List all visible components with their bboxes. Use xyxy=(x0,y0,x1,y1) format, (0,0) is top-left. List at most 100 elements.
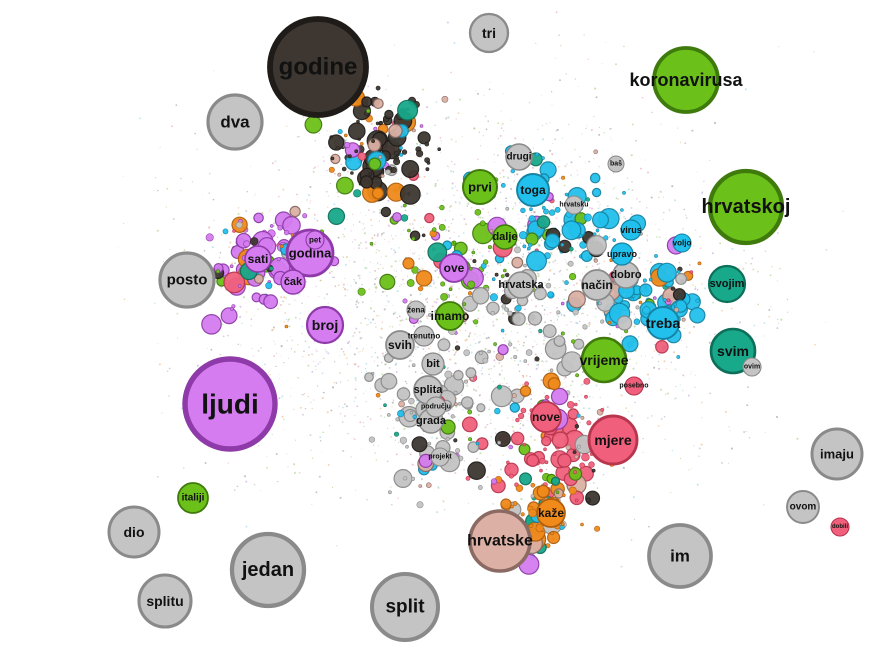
noise-dot xyxy=(680,116,682,118)
noise-dot xyxy=(594,87,597,90)
noise-dot xyxy=(325,350,328,353)
noise-dot xyxy=(365,267,368,270)
noise-dot xyxy=(412,356,414,357)
noise-dot xyxy=(518,220,519,222)
noise-dot xyxy=(479,252,481,254)
node-posto: posto xyxy=(158,251,216,309)
node-label: hrvatska xyxy=(498,279,544,291)
noise-dot xyxy=(360,322,362,324)
noise-dot xyxy=(399,285,401,287)
noise-dot xyxy=(371,237,374,240)
noise-dot xyxy=(746,430,748,432)
noise-dot xyxy=(553,286,556,289)
small-node xyxy=(500,282,505,287)
noise-dot xyxy=(449,206,451,208)
noise-dot xyxy=(356,299,358,301)
small-node xyxy=(655,339,669,354)
noise-dot xyxy=(701,401,703,404)
noise-dot xyxy=(282,300,284,303)
noise-dot xyxy=(478,340,481,343)
noise-dot xyxy=(426,301,429,304)
node-toga: toga xyxy=(516,173,550,207)
noise-dot xyxy=(514,137,517,140)
noise-dot xyxy=(344,139,348,142)
noise-dot xyxy=(447,412,450,415)
small-node xyxy=(302,213,308,219)
node-circle xyxy=(505,143,533,171)
noise-dot xyxy=(422,486,424,488)
noise-dot xyxy=(440,285,442,287)
small-node xyxy=(539,468,543,473)
noise-dot xyxy=(439,137,442,139)
noise-dot xyxy=(499,383,501,386)
noise-dot xyxy=(362,161,363,163)
noise-dot xyxy=(426,106,429,109)
noise-dot xyxy=(390,265,393,268)
noise-dot xyxy=(366,498,368,501)
noise-dot xyxy=(436,269,439,271)
noise-dot xyxy=(213,70,215,72)
small-node xyxy=(467,409,473,415)
small-node xyxy=(448,287,453,292)
small-node xyxy=(399,183,421,205)
noise-dot xyxy=(455,420,457,422)
noise-dot xyxy=(589,192,591,194)
small-node xyxy=(543,447,547,452)
small-node xyxy=(454,402,458,407)
noise-dot xyxy=(325,190,328,193)
noise-dot xyxy=(297,376,299,379)
noise-dot xyxy=(757,270,759,273)
noise-dot xyxy=(369,387,371,389)
noise-dot xyxy=(241,322,243,325)
noise-dot xyxy=(533,438,536,442)
small-node xyxy=(547,377,561,391)
noise-dot xyxy=(674,397,677,400)
small-node xyxy=(541,435,552,447)
noise-dot xyxy=(429,436,431,438)
noise-dot xyxy=(349,345,352,347)
noise-dot xyxy=(176,337,179,339)
noise-dot xyxy=(467,335,470,338)
node-label: godina xyxy=(289,246,332,261)
noise-dot xyxy=(479,452,482,455)
small-node xyxy=(284,230,290,236)
noise-dot xyxy=(392,312,395,315)
small-node xyxy=(392,212,403,223)
node-dobili: dobili xyxy=(830,517,850,537)
noise-dot xyxy=(358,244,361,247)
noise-dot xyxy=(437,276,440,279)
small-node xyxy=(368,436,376,443)
small-node xyxy=(477,485,483,490)
noise-dot xyxy=(313,167,315,170)
noise-dot xyxy=(551,104,553,106)
noise-dot xyxy=(267,228,269,230)
node-circle xyxy=(370,572,440,642)
noise-dot xyxy=(724,410,727,413)
noise-dot xyxy=(736,322,738,325)
node-dio: dio xyxy=(107,505,161,559)
noise-dot xyxy=(658,229,660,230)
noise-dot xyxy=(406,383,408,385)
noise-dot xyxy=(412,273,415,276)
noise-dot xyxy=(549,269,552,272)
node-label: svojim xyxy=(710,278,745,290)
noise-dot xyxy=(154,177,156,179)
noise-dot xyxy=(434,184,437,188)
noise-dot xyxy=(327,302,329,304)
noise-dot xyxy=(180,177,182,180)
noise-dot xyxy=(330,270,333,273)
noise-dot xyxy=(498,361,501,364)
noise-dot xyxy=(506,417,509,419)
noise-dot xyxy=(635,362,638,364)
small-node xyxy=(520,407,527,414)
small-node xyxy=(527,242,533,248)
noise-dot xyxy=(570,321,572,323)
node-circle xyxy=(810,427,864,481)
noise-dot xyxy=(555,11,558,14)
small-node xyxy=(633,318,641,325)
noise-dot xyxy=(375,314,378,317)
noise-dot xyxy=(436,298,439,301)
node-circle xyxy=(492,224,518,250)
noise-dot xyxy=(379,215,381,217)
noise-dot xyxy=(398,247,400,249)
